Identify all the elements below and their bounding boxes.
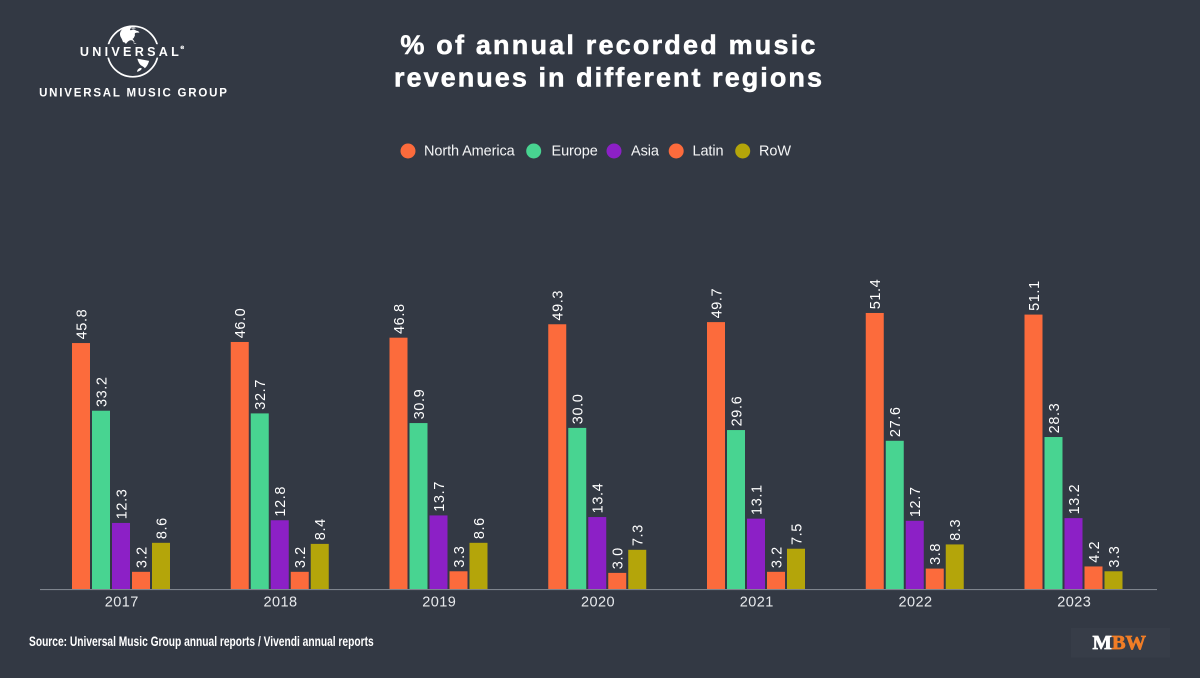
svg-text:32.7: 32.7 xyxy=(253,379,269,410)
svg-text:UNIVERSAL MUSIC GROUP: UNIVERSAL MUSIC GROUP xyxy=(39,88,229,100)
svg-text:2023: 2023 xyxy=(1057,594,1091,610)
svg-text:28.3: 28.3 xyxy=(1047,403,1063,434)
svg-text:RoW: RoW xyxy=(759,144,791,160)
svg-text:45.8: 45.8 xyxy=(74,309,90,340)
svg-text:7.5: 7.5 xyxy=(789,523,805,545)
svg-text:2020: 2020 xyxy=(581,594,615,610)
svg-text:3.2: 3.2 xyxy=(134,546,150,568)
svg-text:13.1: 13.1 xyxy=(749,484,765,515)
svg-text:revenues in different regions: revenues in different regions xyxy=(394,63,824,93)
svg-text:MBW: MBW xyxy=(1093,632,1147,654)
svg-text:2022: 2022 xyxy=(899,594,933,610)
svg-text:27.6: 27.6 xyxy=(888,406,904,437)
svg-text:13.4: 13.4 xyxy=(591,483,607,514)
svg-text:8.3: 8.3 xyxy=(948,519,964,541)
svg-text:8.4: 8.4 xyxy=(313,518,329,540)
svg-text:49.7: 49.7 xyxy=(709,288,725,319)
svg-text:3.3: 3.3 xyxy=(1107,546,1123,568)
svg-text:12.8: 12.8 xyxy=(273,486,289,517)
svg-text:2021: 2021 xyxy=(740,594,774,610)
svg-text:2019: 2019 xyxy=(422,594,456,610)
svg-text:30.9: 30.9 xyxy=(412,389,428,420)
svg-text:2018: 2018 xyxy=(264,594,298,610)
svg-text:% of annual recorded music: % of annual recorded music xyxy=(400,30,817,60)
svg-text:12.3: 12.3 xyxy=(114,489,130,520)
svg-text:4.2: 4.2 xyxy=(1087,541,1103,563)
svg-text:UNIVERSAL: UNIVERSAL xyxy=(80,45,182,59)
svg-text:3.8: 3.8 xyxy=(928,543,944,565)
svg-text:Asia: Asia xyxy=(631,144,660,160)
svg-text:51.1: 51.1 xyxy=(1027,280,1043,311)
svg-text:30.0: 30.0 xyxy=(571,394,587,425)
svg-text:46.0: 46.0 xyxy=(233,308,249,339)
svg-text:49.3: 49.3 xyxy=(551,290,567,321)
svg-text:2017: 2017 xyxy=(105,594,139,610)
svg-text:8.6: 8.6 xyxy=(472,517,488,539)
svg-text:46.8: 46.8 xyxy=(392,303,408,334)
svg-text:Europe: Europe xyxy=(552,144,598,160)
svg-text:3.2: 3.2 xyxy=(769,546,785,568)
svg-text:3.2: 3.2 xyxy=(293,546,309,568)
svg-text:3.3: 3.3 xyxy=(452,546,468,568)
svg-text:R: R xyxy=(181,45,184,50)
svg-text:7.3: 7.3 xyxy=(631,524,647,546)
svg-text:12.7: 12.7 xyxy=(908,486,924,517)
svg-text:33.2: 33.2 xyxy=(94,376,110,407)
svg-text:North America: North America xyxy=(424,144,516,160)
svg-text:3.0: 3.0 xyxy=(611,547,627,569)
svg-text:13.7: 13.7 xyxy=(432,481,448,512)
svg-text:51.4: 51.4 xyxy=(868,279,884,310)
svg-text:Source: Universal Music Group: Source: Universal Music Group annual rep… xyxy=(29,633,374,649)
svg-text:29.6: 29.6 xyxy=(729,396,745,427)
svg-text:Latin: Latin xyxy=(693,144,724,160)
svg-text:8.6: 8.6 xyxy=(154,517,170,539)
svg-text:13.2: 13.2 xyxy=(1067,484,1083,515)
